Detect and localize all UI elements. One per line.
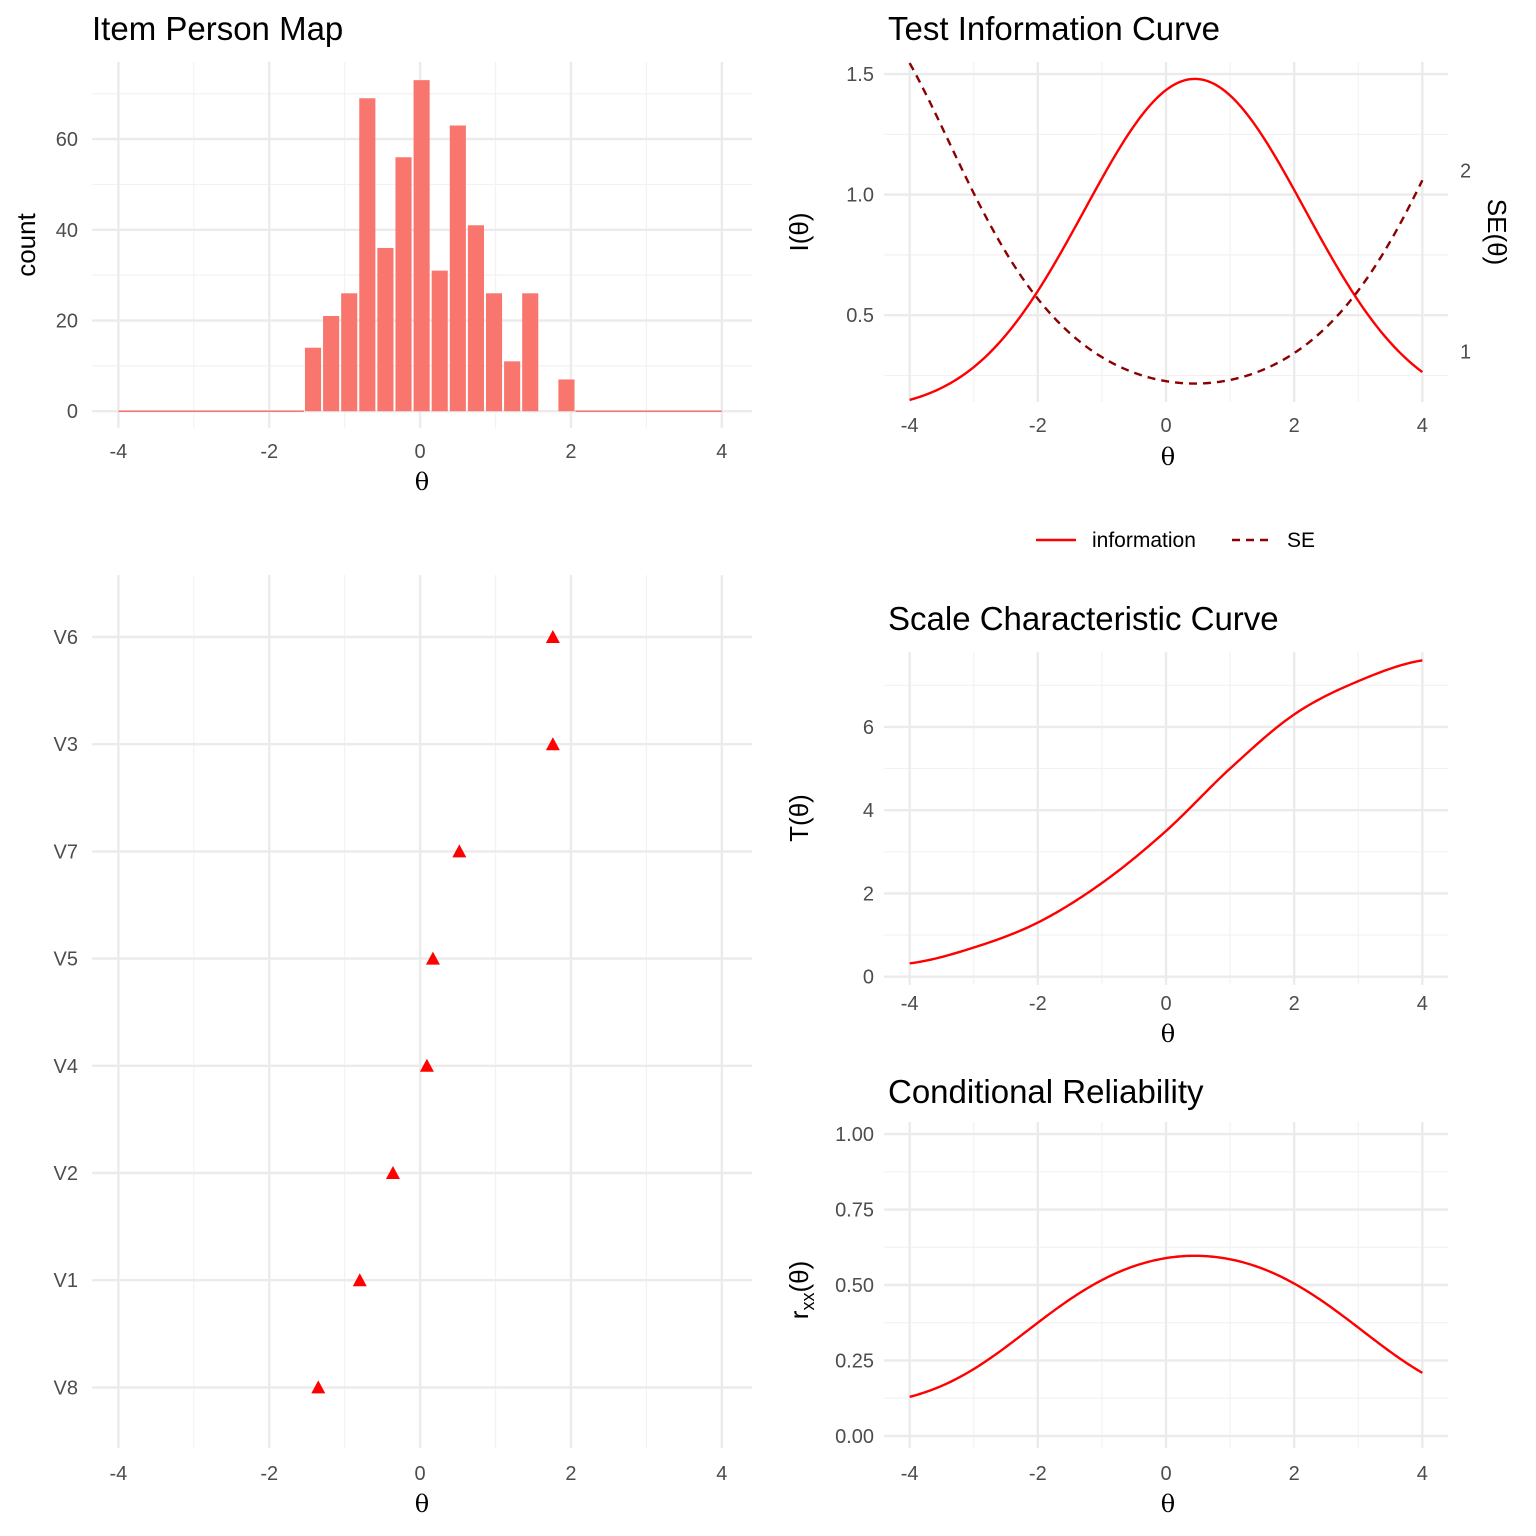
x-tick-label: 0: [1160, 993, 1171, 1015]
y2-tick-label: 2: [1460, 161, 1471, 183]
x-tick-label: 0: [415, 441, 426, 463]
x-tick-label: -2: [1029, 415, 1047, 437]
x-tick-label: 2: [1289, 1463, 1300, 1485]
y-axis-label: rxx(θ): [784, 1261, 818, 1319]
x-tick-label: -4: [110, 441, 128, 463]
x-tick-label: -4: [901, 1463, 919, 1485]
item-difficulty-marker: [385, 1166, 400, 1179]
histogram-bar: [504, 361, 521, 412]
x-tick-label: 4: [1417, 415, 1428, 437]
x-tick-label: -2: [1029, 993, 1047, 1015]
histogram-bar: [467, 225, 484, 412]
x-tick-label: 0: [415, 1463, 426, 1485]
reliability-line: [909, 1254, 1423, 1399]
y-tick-label: V8: [54, 1377, 78, 1399]
histogram-bar: [431, 270, 448, 412]
y-tick-label: V6: [54, 627, 78, 649]
y-tick-label: 1.00: [835, 1124, 874, 1146]
histogram-bar: [449, 125, 466, 412]
chart-title: Conditional Reliability: [888, 1073, 1204, 1110]
item-difficulty-marker: [311, 1380, 326, 1394]
legend-label: information: [1092, 529, 1196, 552]
y-axis-label: count: [11, 212, 41, 276]
histogram-bar: [341, 293, 358, 412]
histogram-bar: [558, 379, 575, 412]
item-difficulty-marker: [452, 844, 467, 858]
histogram-bar: [323, 315, 340, 412]
item-difficulty-marker: [545, 737, 560, 751]
histogram-bar: [304, 347, 322, 412]
y2-axis-label: SE(θ): [1482, 199, 1512, 265]
x-tick-label: 4: [716, 1463, 727, 1485]
y-axis-label: I(θ): [784, 213, 814, 252]
x-tick-label: -4: [901, 993, 919, 1015]
x-tick-label: 2: [1289, 993, 1300, 1015]
x-axis-label: θ: [415, 1490, 429, 1518]
item-difficulty-marker: [425, 951, 440, 965]
scale-characteristic-line: [909, 659, 1423, 965]
x-tick-label: -4: [110, 1463, 128, 1485]
chart-title: Item Person Map: [92, 10, 343, 47]
x-tick-label: -4: [901, 415, 919, 437]
histogram-bar: [413, 80, 430, 412]
histogram-bar: [359, 98, 376, 412]
y-axis-label: T(θ): [784, 794, 814, 842]
y2-tick-label: 1: [1460, 341, 1471, 363]
y-tick-label: 60: [56, 129, 78, 151]
histogram-bar: [395, 157, 412, 412]
y-tick-label: 0.00: [835, 1426, 874, 1448]
y-tick-label: 0.5: [846, 305, 874, 327]
y-tick-label: 0: [67, 401, 78, 423]
x-tick-label: -2: [260, 441, 278, 463]
x-tick-label: -2: [1029, 1463, 1047, 1485]
x-axis-label: θ: [415, 468, 429, 496]
x-tick-label: 4: [716, 441, 727, 463]
histogram-bar: [522, 293, 539, 412]
y-tick-label: 1.0: [846, 185, 874, 207]
legend-label: SE: [1287, 529, 1315, 552]
chart-title: Scale Characteristic Curve: [888, 600, 1279, 637]
x-axis-label: θ: [1161, 1490, 1175, 1518]
histogram-bar: [377, 247, 394, 412]
x-tick-label: -2: [260, 1463, 278, 1485]
item-difficulty-marker: [545, 630, 560, 643]
y-tick-label: 4: [863, 800, 874, 822]
y-tick-label: V5: [54, 949, 78, 971]
x-tick-label: 4: [1417, 1463, 1428, 1485]
y-tick-label: V7: [54, 841, 78, 863]
y-tick-label: 0.25: [835, 1350, 874, 1372]
x-axis-label: θ: [1161, 1020, 1175, 1048]
x-tick-label: 2: [1289, 415, 1300, 437]
x-tick-label: 4: [1417, 993, 1428, 1015]
item-difficulty-marker: [419, 1058, 434, 1072]
y-tick-label: 2: [863, 883, 874, 905]
x-tick-label: 0: [1160, 1463, 1171, 1485]
histogram-bar: [485, 293, 503, 412]
y-tick-label: V2: [54, 1163, 78, 1185]
item-difficulty-marker: [352, 1273, 367, 1287]
y-tick-label: V1: [54, 1270, 78, 1292]
y-tick-label: V4: [54, 1056, 78, 1078]
y-tick-label: 1.5: [846, 64, 874, 86]
x-tick-label: 0: [1160, 415, 1171, 437]
x-tick-label: 2: [565, 1463, 576, 1485]
x-axis-label: θ: [1161, 443, 1175, 471]
y-tick-label: 0: [863, 967, 874, 989]
y-tick-label: 20: [56, 311, 78, 333]
y-tick-label: 0.75: [835, 1200, 874, 1222]
y-tick-label: 40: [56, 220, 78, 242]
y-tick-label: 6: [863, 717, 874, 739]
information-line: [909, 77, 1424, 402]
y-tick-label: 0.50: [835, 1275, 874, 1297]
x-tick-label: 2: [565, 441, 576, 463]
chart-title: Test Information Curve: [888, 10, 1220, 47]
y-tick-label: V3: [54, 734, 78, 756]
se-line: [908, 62, 1424, 385]
